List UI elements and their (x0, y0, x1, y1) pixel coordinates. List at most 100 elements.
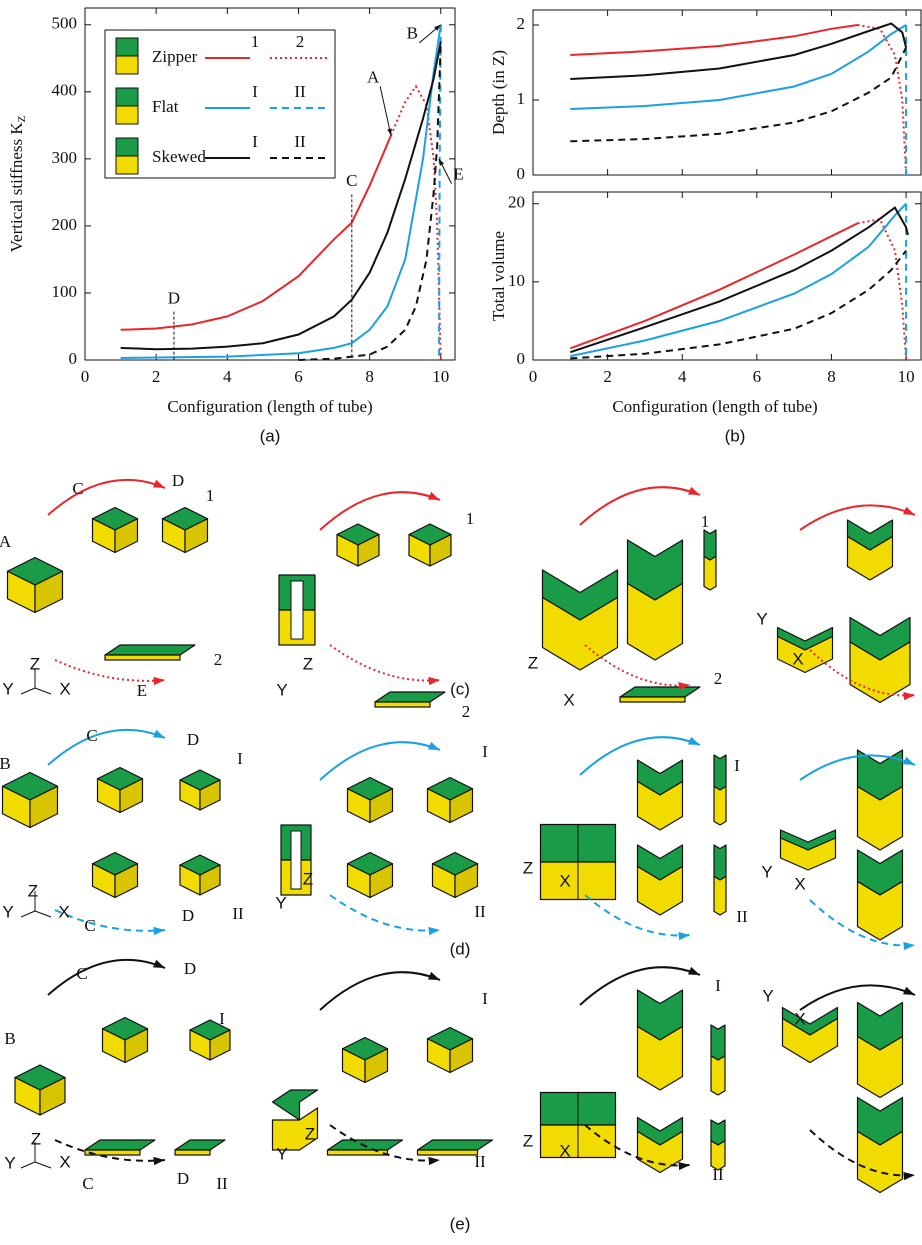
annotation-arrowhead (439, 159, 444, 166)
diagram-label: X (559, 1141, 570, 1160)
motion-arrowhead (428, 492, 440, 500)
diagram-label: A (0, 532, 12, 551)
y-tick-label: 0 (517, 349, 526, 368)
legend-label: II (294, 82, 306, 101)
series-line (570, 24, 906, 80)
diagram-label: Y (2, 902, 13, 921)
diagram-label: Y (4, 1153, 15, 1172)
panel-hole (291, 831, 301, 889)
legend-icon (116, 156, 138, 174)
panel-face (711, 1025, 725, 1060)
diagram-label: Z (303, 654, 313, 673)
panel-hole (291, 581, 303, 639)
annotation: B (407, 24, 418, 43)
x-tick-label: 6 (294, 367, 303, 386)
motion-arrowhead (903, 507, 915, 515)
diagram-label: 1 (206, 486, 215, 505)
y-axis-label: Total volume (489, 231, 508, 321)
x-tick-label: 0 (81, 367, 90, 386)
legend-box (105, 30, 335, 178)
motion-arrow (48, 480, 165, 515)
diagram-label: X (59, 1152, 70, 1171)
legend-icon (116, 138, 138, 156)
panel-face (620, 687, 700, 697)
plot-frame (533, 192, 921, 360)
y-tick-label: 400 (52, 81, 78, 100)
panel-face (704, 530, 716, 560)
motion-arrow (580, 487, 700, 525)
panel-face (714, 755, 726, 790)
diagram-label: Z (303, 869, 313, 888)
motion-arrowhead (153, 480, 165, 488)
diagram-label: Y (275, 893, 286, 912)
axis-gizmo (21, 1162, 35, 1168)
diagram-label: I (219, 1009, 225, 1028)
panel-face (714, 876, 726, 915)
x-axis-label: Configuration (length of tube) (612, 397, 817, 416)
legend-group-label: Zipper (152, 47, 198, 66)
panel-face (418, 1140, 493, 1150)
legend-icon (116, 106, 138, 124)
diagram-label: D (182, 906, 194, 925)
motion-arrow (330, 645, 440, 681)
legend-label: I (252, 82, 258, 101)
diagram-label: II (474, 902, 486, 921)
y-tick-label: 0 (517, 164, 526, 183)
y-tick-label: 100 (52, 282, 78, 301)
axis-gizmo (21, 911, 35, 917)
x-tick-label: 8 (365, 367, 374, 386)
legend-label: I (252, 132, 258, 151)
diagram-label: I (482, 742, 488, 761)
diagram-label: I (482, 989, 488, 1008)
diagram-label: X (794, 874, 805, 893)
diagram-label: C (76, 964, 87, 983)
axis-gizmo (35, 1162, 51, 1168)
diagram-label: X (59, 679, 70, 698)
series-line (570, 251, 906, 359)
x-tick-label: 2 (603, 367, 612, 386)
y-axis-label-main: Total volume (489, 231, 508, 321)
panel-face (711, 1120, 725, 1145)
motion-arrow (55, 660, 165, 681)
motion-arrowhead (428, 742, 440, 750)
series-line (858, 219, 907, 360)
figure: 01002003004005000246810Configuration (le… (0, 0, 922, 1245)
y-tick-label: 500 (52, 14, 78, 33)
annotation: D (168, 289, 180, 308)
x-tick-label: 10 (898, 367, 915, 386)
y-axis-label: Vertical stiffness KZ (7, 115, 28, 252)
diagram-label: Z (523, 858, 533, 877)
diagram-label: C (84, 916, 95, 935)
x-tick-label: 10 (432, 367, 449, 386)
panel-label: (a) (260, 426, 281, 445)
diagram-label: II (232, 904, 244, 923)
motion-arrowhead (428, 972, 440, 980)
diagram-label: II (736, 907, 748, 926)
y-axis-label: Depth (in Z) (489, 50, 508, 135)
motion-arrow (48, 730, 165, 765)
diagram-label: X (563, 690, 574, 709)
diagram-label: Y (756, 609, 767, 628)
y-tick-label: 0 (69, 349, 78, 368)
legend-group-label: Skewed (152, 147, 206, 166)
diagram-label: C (72, 479, 83, 498)
annotation-arrow (380, 86, 391, 135)
y-tick-label: 20 (508, 193, 525, 212)
y-tick-label: 2 (517, 14, 526, 33)
motion-arrowhead (428, 927, 440, 935)
y-axis-label-subscript: Z (16, 115, 28, 122)
legend-icon (116, 38, 138, 56)
diagram-label: I (715, 976, 721, 995)
motion-arrowhead (688, 487, 700, 495)
x-tick-label: 4 (223, 367, 232, 386)
diagram-label: 2 (462, 702, 471, 721)
diagram-label: Z (31, 1129, 41, 1148)
panel-face (105, 655, 180, 660)
motion-arrowhead (688, 967, 700, 975)
diagram-label: Z (30, 654, 40, 673)
diagram-label: D (172, 471, 184, 490)
diagram-label: Z (528, 653, 538, 672)
legend-group-label: Flat (152, 97, 179, 116)
diagram-label: 2 (214, 650, 223, 669)
annotation: C (346, 171, 357, 190)
